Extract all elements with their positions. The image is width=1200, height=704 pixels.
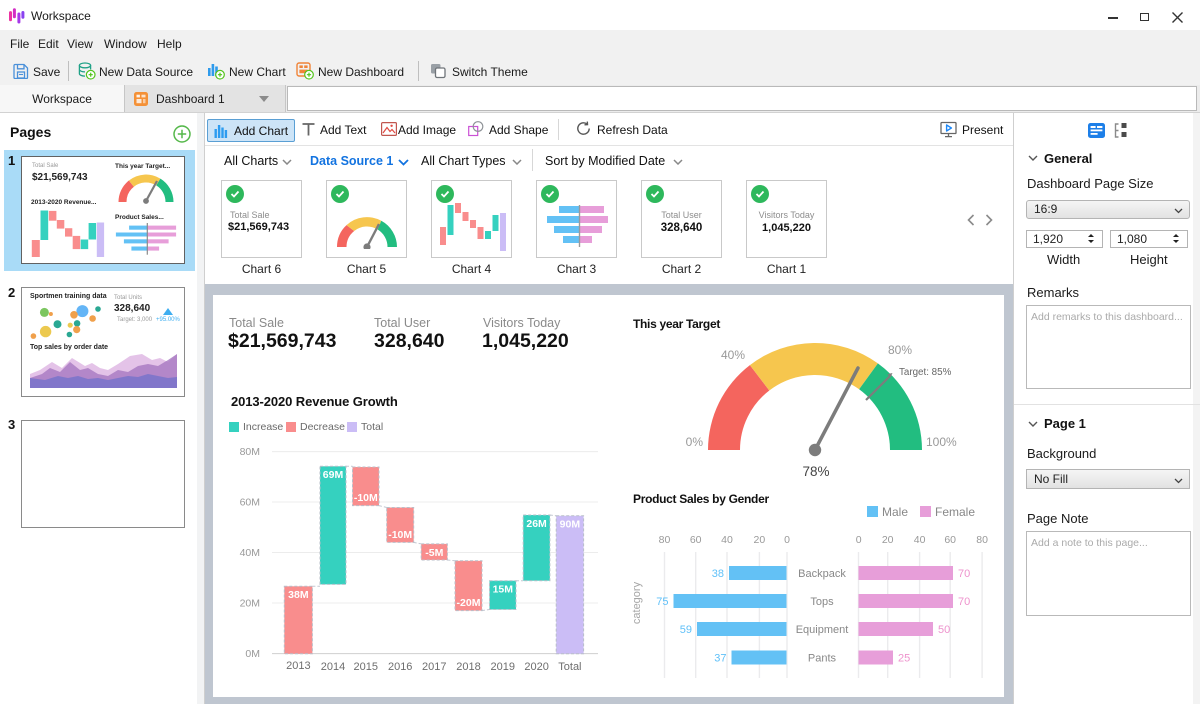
svg-text:0: 0 xyxy=(784,534,790,546)
svg-text:80: 80 xyxy=(659,534,671,546)
svg-text:40%: 40% xyxy=(721,348,745,362)
svg-text:Male: Male xyxy=(882,505,908,519)
svg-text:78%: 78% xyxy=(802,464,829,479)
svg-text:2014: 2014 xyxy=(321,661,345,673)
svg-text:-5M: -5M xyxy=(425,547,443,559)
svg-text:Total: Total xyxy=(558,661,581,673)
svg-text:60: 60 xyxy=(944,534,956,546)
svg-text:2020: 2020 xyxy=(524,661,548,673)
svg-text:20: 20 xyxy=(754,534,766,546)
svg-text:Target: 85%: Target: 85% xyxy=(899,367,952,378)
svg-text:2019: 2019 xyxy=(491,661,515,673)
svg-text:Female: Female xyxy=(935,505,975,519)
svg-text:38M: 38M xyxy=(288,589,309,601)
svg-text:2017: 2017 xyxy=(422,661,446,673)
svg-text:80: 80 xyxy=(976,534,988,546)
svg-text:69M: 69M xyxy=(323,469,344,481)
svg-text:-20M: -20M xyxy=(457,597,481,609)
svg-text:15M: 15M xyxy=(493,584,514,596)
svg-text:26M: 26M xyxy=(526,518,547,530)
svg-text:25: 25 xyxy=(898,653,910,665)
svg-text:2018: 2018 xyxy=(456,661,480,673)
svg-text:75: 75 xyxy=(656,596,668,608)
svg-text:20: 20 xyxy=(882,534,894,546)
svg-text:Pants: Pants xyxy=(808,653,837,665)
svg-text:20M: 20M xyxy=(240,597,260,609)
svg-text:Equipment: Equipment xyxy=(796,624,849,636)
svg-text:0: 0 xyxy=(856,534,862,546)
svg-text:40M: 40M xyxy=(240,547,260,559)
svg-text:-10M: -10M xyxy=(354,492,378,504)
svg-text:80%: 80% xyxy=(888,343,912,357)
svg-text:0%: 0% xyxy=(686,435,704,449)
svg-text:80M: 80M xyxy=(240,446,260,458)
svg-text:2013: 2013 xyxy=(286,660,310,672)
svg-text:Tops: Tops xyxy=(810,596,834,608)
svg-text:40: 40 xyxy=(914,534,926,546)
svg-text:70: 70 xyxy=(958,596,970,608)
svg-text:59: 59 xyxy=(680,624,692,636)
svg-text:70: 70 xyxy=(958,568,970,580)
svg-text:Backpack: Backpack xyxy=(798,568,846,580)
svg-text:50: 50 xyxy=(938,624,950,636)
svg-text:40: 40 xyxy=(721,534,733,546)
svg-text:2016: 2016 xyxy=(388,661,412,673)
svg-text:60: 60 xyxy=(690,534,702,546)
svg-text:100%: 100% xyxy=(926,435,957,449)
svg-text:60M: 60M xyxy=(240,496,260,508)
svg-text:category: category xyxy=(631,581,643,624)
svg-text:38: 38 xyxy=(712,568,724,580)
svg-text:2015: 2015 xyxy=(354,661,378,673)
svg-text:90M: 90M xyxy=(560,519,581,531)
svg-text:-10M: -10M xyxy=(388,529,412,541)
svg-text:0M: 0M xyxy=(245,648,260,660)
svg-text:37: 37 xyxy=(714,653,726,665)
